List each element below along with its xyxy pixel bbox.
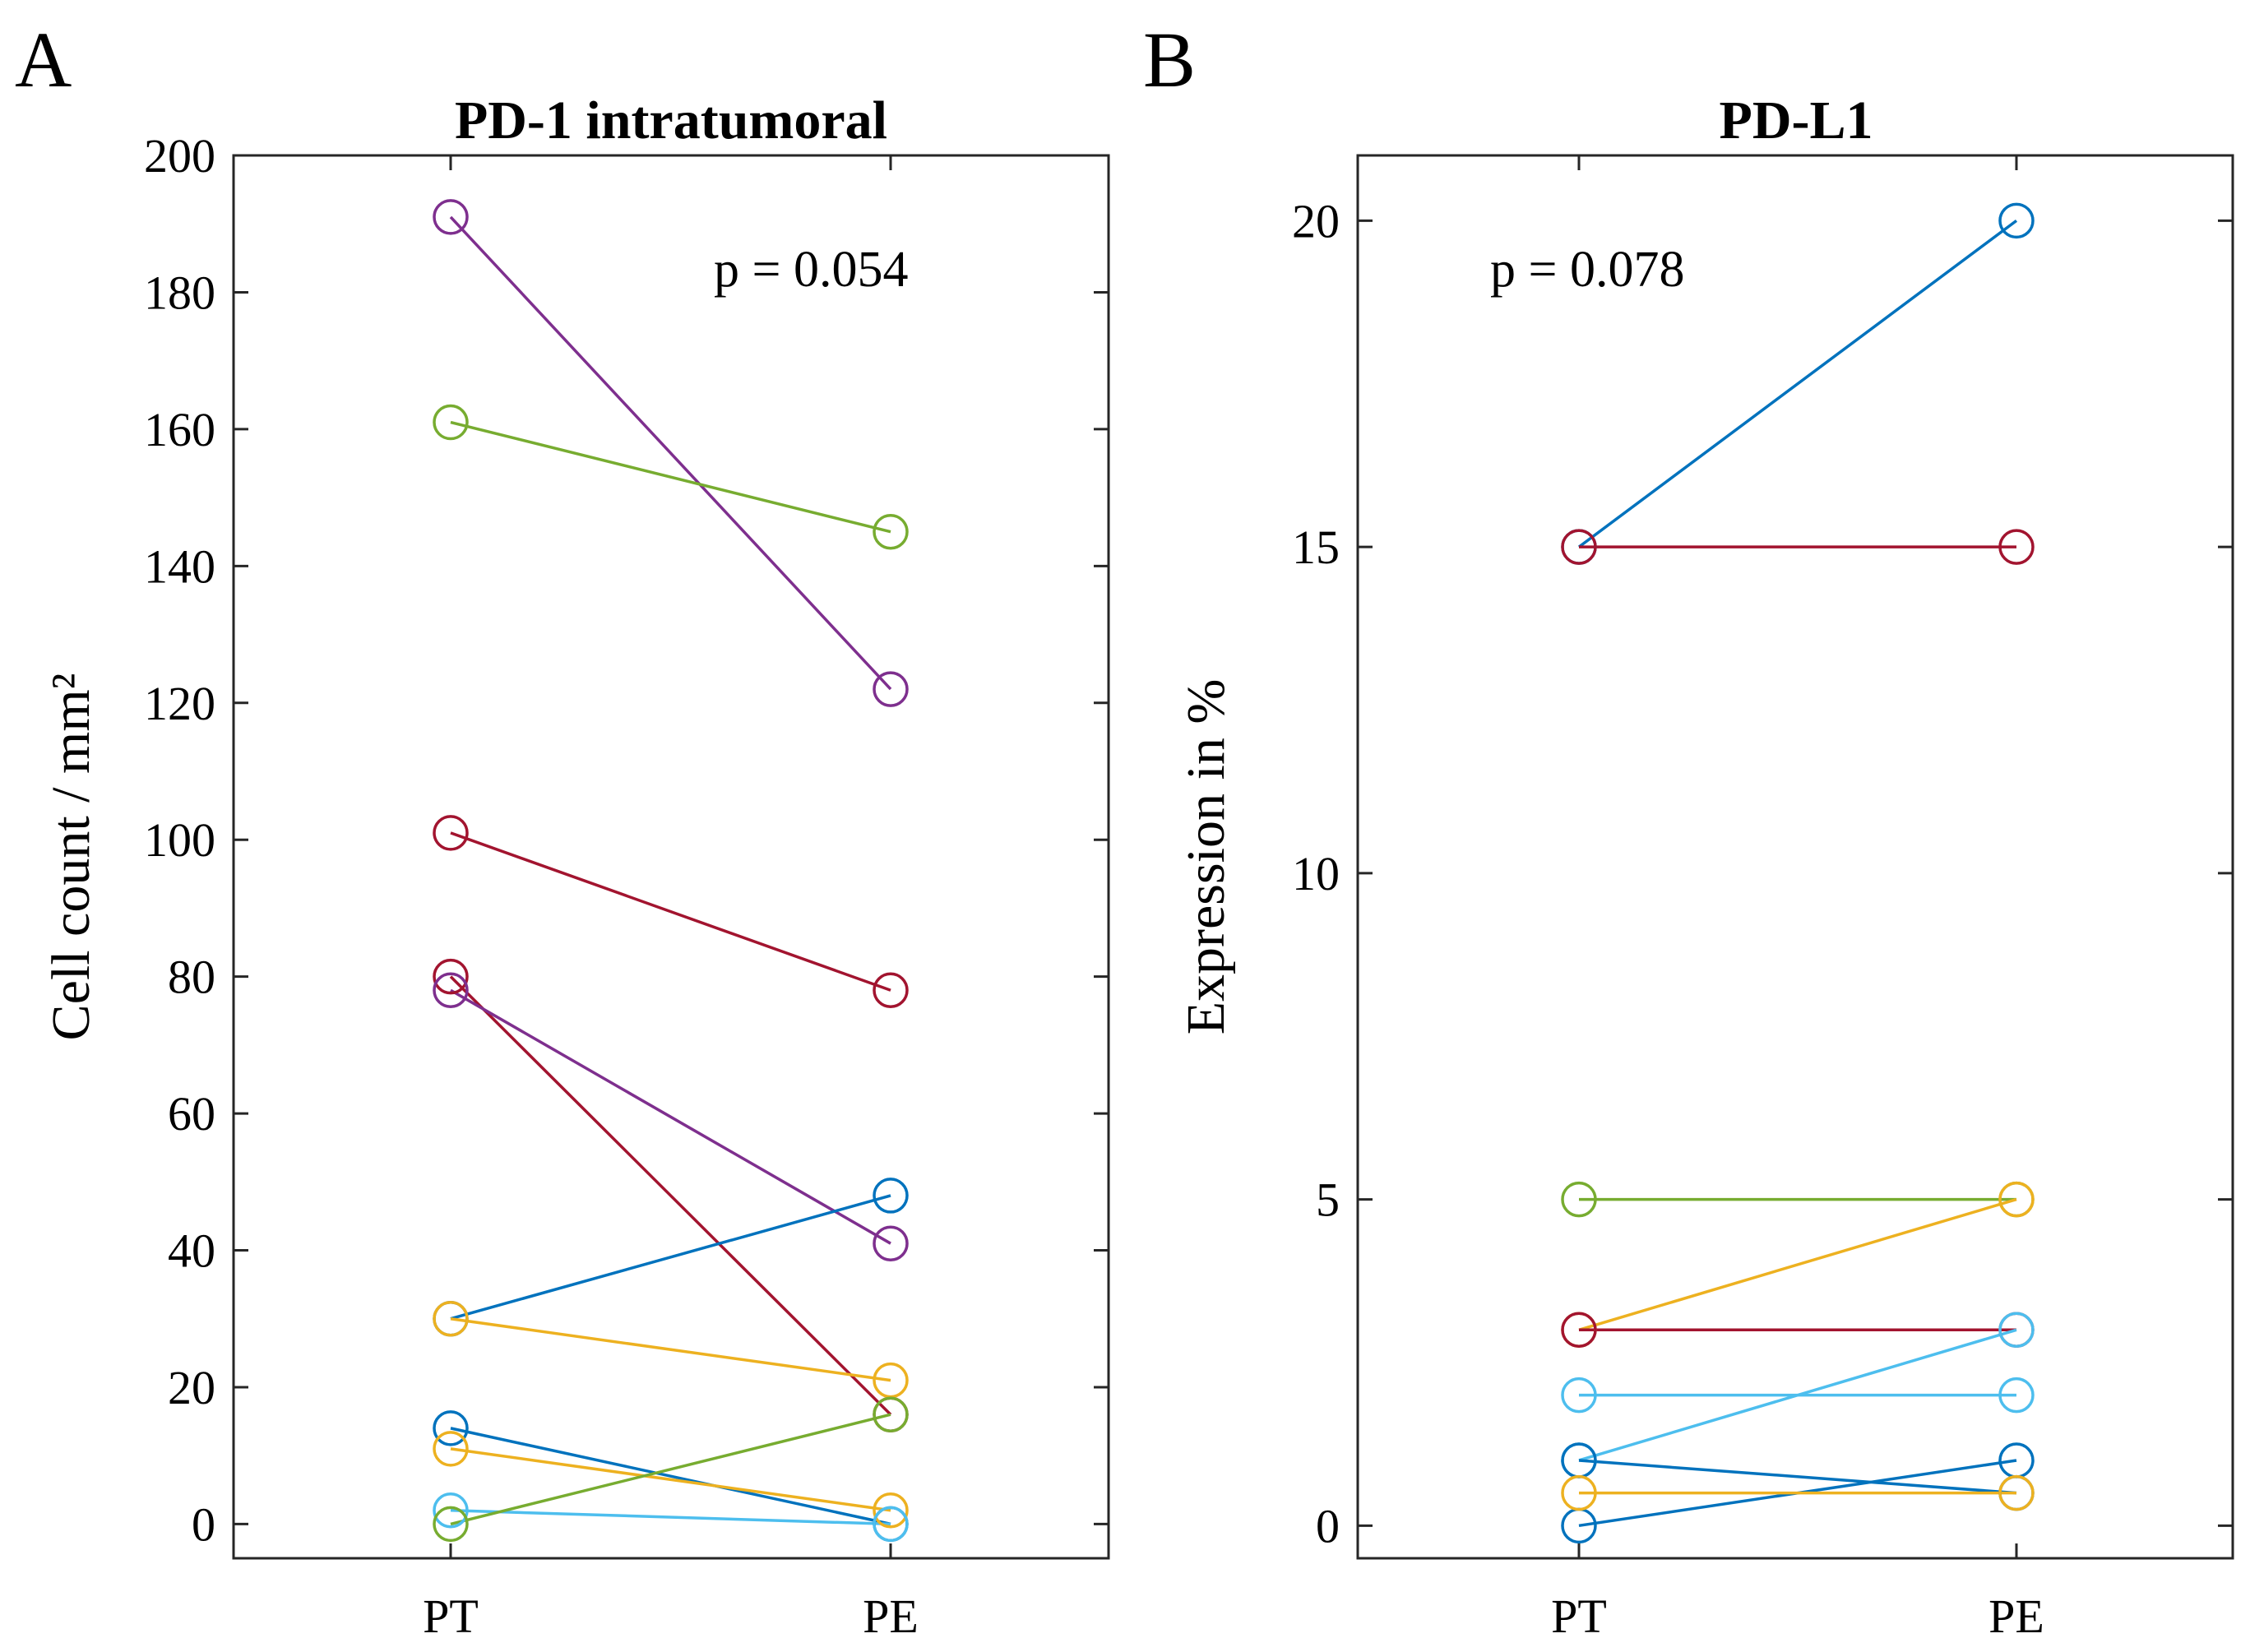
p-value-a: p = 0.054	[714, 242, 908, 298]
data-point-pe-patient-7	[1998, 1312, 2035, 1349]
data-point-pt-patient-4	[433, 958, 469, 995]
series-line-patient-8	[450, 1427, 891, 1526]
y-tick-label-b: 5	[1316, 1173, 1340, 1227]
panel-a: A PD-1 intratumoral 0 20 40 60 80 100 120 140 16…	[15, 16, 1110, 1643]
panel-b: B PD-L1 0 5 10 15 20 PT PE Expression in % p …	[1143, 16, 2234, 1643]
data-point-pe-patient-2	[873, 513, 909, 550]
data-point-pt-patient-5	[1561, 1312, 1597, 1349]
series-line-patient-4	[1578, 1197, 2017, 1331]
data-point-pt-patient-1	[433, 199, 469, 235]
plot-frame-b	[1356, 154, 2234, 1560]
data-point-pe-patient-6	[1998, 1377, 2035, 1414]
x-tick-label-a: PE	[863, 1590, 919, 1643]
data-point-pt-patient-2	[1561, 529, 1597, 565]
series-line-patient-5	[450, 988, 891, 1245]
y-tick-label-b: 20	[1292, 194, 1340, 248]
x-tick-label-b: PT	[1551, 1590, 1607, 1643]
panel-letter-b: B	[1143, 16, 1196, 104]
data-point-pt-patient-5	[433, 972, 469, 1009]
series-line-patient-3	[450, 831, 891, 992]
data-point-pt-patient-10	[433, 1492, 469, 1529]
series-markers-b	[1561, 202, 2035, 1544]
y-tick-label-a: 80	[168, 951, 215, 1004]
y-tick-label-a: 40	[168, 1224, 215, 1278]
data-point-pe-patient-1	[873, 671, 909, 707]
x-tick-label-b: PE	[1988, 1590, 2044, 1643]
chart-title-b: PD-L1	[1720, 90, 1873, 150]
data-point-pe-patient-10	[1998, 1474, 2035, 1511]
p-value-b: p = 0.078	[1490, 242, 1684, 298]
data-point-pe-patient-6	[873, 1178, 909, 1214]
data-point-pt-patient-11	[433, 1506, 469, 1543]
data-point-pt-patient-7	[433, 1300, 469, 1337]
x-tick-label-a: PT	[423, 1590, 479, 1643]
x-ticks-a: PT PE	[423, 155, 919, 1643]
y-tick-label-a: 140	[144, 539, 215, 593]
series-line-patient-6	[450, 1194, 891, 1321]
y-tick-label-a: 180	[144, 266, 215, 319]
data-point-pt-patient-2	[433, 404, 469, 441]
series-line-patient-7	[450, 1317, 891, 1382]
y-tick-label-a: 0	[192, 1497, 215, 1551]
data-point-pe-patient-2	[1998, 529, 2035, 565]
series-lines-b	[1577, 219, 2018, 1528]
y-tick-label-b: 0	[1316, 1499, 1340, 1553]
data-point-pe-patient-11	[873, 1396, 909, 1432]
series-markers-a	[433, 199, 909, 1543]
y-tick-label-a: 160	[144, 403, 215, 456]
y-tick-label-b: 15	[1292, 521, 1340, 574]
data-point-pe-patient-10	[873, 1506, 909, 1543]
series-line-patient-10	[450, 1508, 891, 1526]
panel-letter-a: A	[15, 16, 72, 104]
series-line-patient-1	[1577, 219, 2018, 548]
series-line-patient-4	[449, 975, 892, 1416]
data-point-pt-patient-3	[433, 815, 469, 851]
chart-title-a: PD-1 intratumoral	[455, 90, 887, 150]
data-point-pt-patient-3	[1561, 1181, 1597, 1218]
y-ticks-b: 0 5 10 15 20	[1292, 194, 2233, 1553]
data-point-pt-patient-6	[1561, 1377, 1597, 1414]
series-line-patient-11	[450, 1413, 891, 1526]
plot-frame-a	[232, 154, 1110, 1560]
y-tick-label-a: 20	[168, 1361, 215, 1414]
data-point-pt-patient-10	[1561, 1474, 1597, 1511]
y-tick-label-a: 100	[144, 813, 215, 867]
y-tick-label-a: 60	[168, 1087, 215, 1141]
series-line-patient-7	[1578, 1328, 2017, 1462]
data-point-pt-patient-8	[433, 1410, 469, 1446]
data-point-pe-patient-1	[1998, 202, 2035, 239]
series-line-patient-1	[449, 215, 892, 691]
data-point-pe-patient-9	[873, 1492, 909, 1529]
y-ticks-a: 0 20 40 60 80 100 120 140 160 180 200	[144, 129, 1109, 1551]
y-tick-label-a: 120	[144, 677, 215, 730]
y-tick-label-a: 200	[144, 129, 215, 183]
series-lines-a	[449, 215, 892, 1526]
data-point-pe-patient-4	[1998, 1181, 2035, 1218]
y-axis-label-b: Expression in %	[1176, 679, 1236, 1035]
data-point-pe-patient-5	[873, 1225, 909, 1261]
data-point-pe-patient-3	[873, 972, 909, 1009]
x-ticks-b: PT PE	[1551, 155, 2044, 1643]
data-point-pt-patient-9	[433, 1431, 469, 1467]
y-tick-label-b: 10	[1292, 847, 1340, 900]
series-line-patient-9	[450, 1447, 891, 1512]
y-axis-label-a: Cell count / mm²	[41, 673, 101, 1041]
series-line-patient-8	[1578, 1459, 2017, 1495]
series-line-patient-2	[450, 420, 891, 534]
